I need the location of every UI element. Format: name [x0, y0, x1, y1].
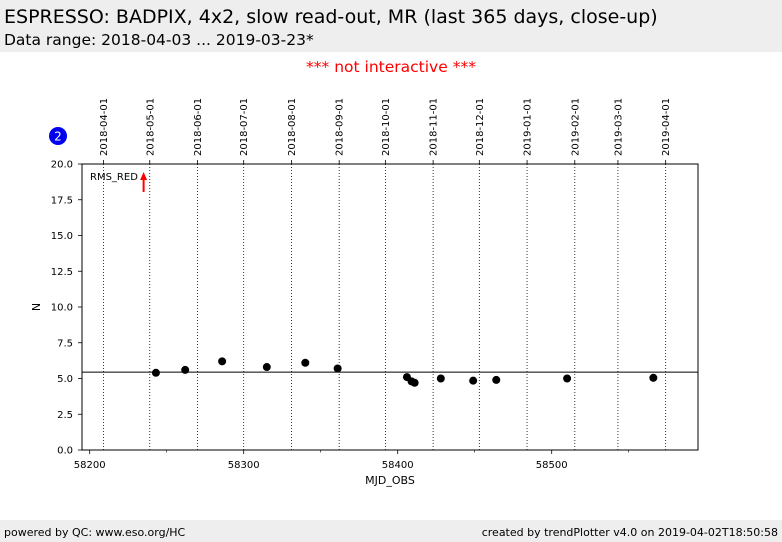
trend-chart: 2018-04-01 2018-05-01 2018-06-01 2018-07-01…	[30, 98, 699, 487]
data-point	[262, 363, 271, 372]
not-interactive-notice: *** not interactive ***	[306, 58, 476, 76]
data-point	[649, 373, 658, 382]
data-point	[436, 374, 445, 383]
annotation-label: RMS_RED	[90, 172, 138, 183]
month-label: 2018-08-01	[287, 98, 298, 156]
x-axis-ticks: 58200 58300 58400 58500	[74, 450, 630, 471]
badge: 2	[49, 127, 67, 145]
x-tick-label: 58500	[536, 460, 568, 471]
data-range-subtitle: Data range: 2018-04-03 ... 2019-03-23*	[4, 31, 314, 49]
footer-created-by: created by trendPlotter v4.0 on 2019-04-…	[481, 526, 778, 539]
x-tick-label: 58300	[228, 460, 260, 471]
month-label: 2018-06-01	[193, 98, 204, 156]
x-tick-label: 58400	[382, 460, 414, 471]
data-point	[218, 357, 227, 366]
month-label: 2018-05-01	[145, 98, 156, 156]
y-axis-label: N	[30, 303, 43, 311]
month-label: 2019-04-01	[661, 98, 672, 156]
month-labels: 2018-04-01 2018-05-01 2018-06-01 2018-07-01…	[99, 98, 672, 156]
month-gridlines	[103, 160, 667, 450]
data-point	[333, 364, 342, 373]
plot-frame	[81, 163, 699, 451]
month-label: 2018-07-01	[239, 98, 250, 156]
x-axis-label: MJD_OBS	[365, 474, 415, 487]
annotation-arrow-head	[140, 172, 148, 180]
month-label: 2018-09-01	[335, 98, 346, 156]
month-label: 2019-01-01	[523, 98, 534, 156]
y-tick-label: 2.5	[57, 410, 73, 421]
y-tick-label: 10.0	[51, 303, 73, 314]
x-tick-label: 58200	[74, 460, 106, 471]
footer-bar: powered by QC: www.eso.org/HC created by…	[0, 520, 782, 542]
footer-powered-by: powered by QC: www.eso.org/HC	[4, 526, 186, 539]
month-label: 2019-03-01	[613, 98, 624, 156]
page-title: ESPRESSO: BADPIX, 4x2, slow read-out, MR…	[4, 6, 658, 28]
data-point	[301, 358, 310, 367]
y-tick-label: 17.5	[51, 195, 73, 206]
data-point	[469, 376, 478, 385]
badge-number: 2	[54, 130, 62, 144]
data-point	[492, 375, 501, 384]
y-tick-label: 20.0	[51, 160, 73, 171]
month-label: 2018-10-01	[381, 98, 392, 156]
month-label: 2018-12-01	[475, 98, 486, 156]
y-tick-label: 0.0	[57, 446, 73, 457]
y-tick-label: 7.5	[57, 338, 73, 349]
month-label: 2019-02-01	[570, 98, 581, 156]
annotation-group: RMS_RED	[90, 172, 148, 192]
header-bar: ESPRESSO: BADPIX, 4x2, slow read-out, MR…	[0, 0, 782, 52]
data-point	[563, 374, 572, 383]
badge-circle	[49, 127, 67, 145]
y-axis-ticks: 0.0 2.5 5.0 7.5 10.0 12.5 15.0 17.5 20.0	[51, 160, 82, 457]
month-label: 2018-04-01	[99, 98, 110, 156]
data-points	[151, 357, 658, 387]
y-tick-label: 5.0	[57, 374, 73, 385]
y-tick-label: 12.5	[51, 267, 73, 278]
data-point	[151, 368, 160, 377]
month-label: 2018-11-01	[429, 98, 440, 156]
data-point	[181, 365, 190, 374]
y-tick-label: 15.0	[51, 231, 73, 242]
data-point	[410, 378, 419, 387]
